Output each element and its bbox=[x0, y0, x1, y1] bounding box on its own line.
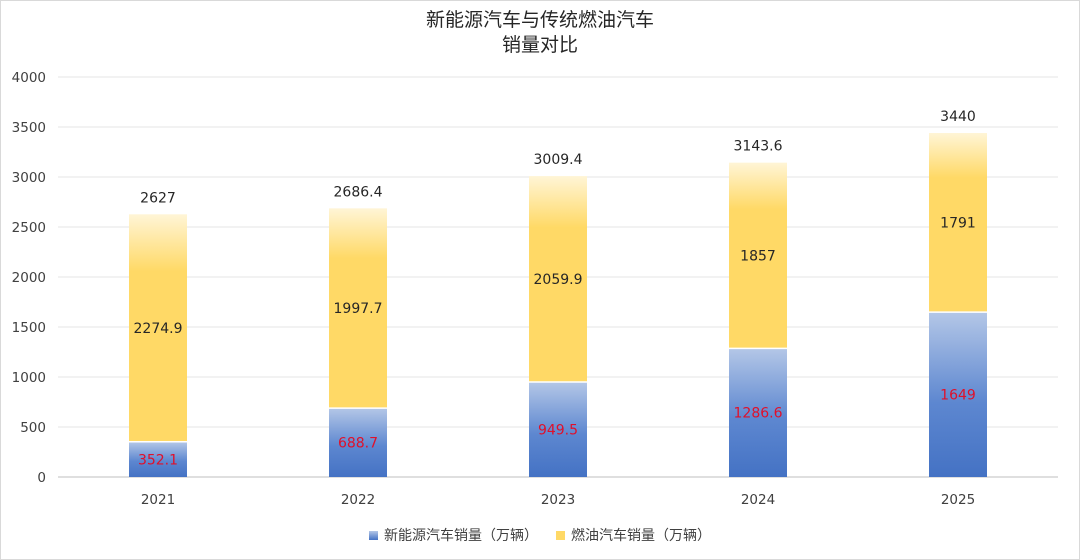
x-tick-label-2023: 2023 bbox=[541, 492, 575, 508]
bar-new-energy-2024 bbox=[729, 348, 787, 477]
legend-item-fuel[interactable]: 燃油汽车销量（万辆） bbox=[556, 525, 711, 545]
y-tick-label-3000: 3000 bbox=[12, 170, 46, 186]
legend-swatch-new-energy bbox=[369, 530, 378, 540]
bar-new-energy-2023 bbox=[529, 382, 587, 477]
data-label-fuel-2023: 2059.9 bbox=[534, 272, 583, 288]
chart-title-line-1: 新能源汽车与传统燃油汽车 bbox=[425, 9, 654, 31]
chart-title-line-2: 销量对比 bbox=[501, 34, 578, 56]
data-label-total-2021: 2627 bbox=[140, 190, 176, 206]
data-label-fuel-2022: 1997.7 bbox=[334, 301, 383, 317]
x-axis: 2021 2022 2023 2024 2025 bbox=[141, 492, 975, 508]
y-tick-label-0: 0 bbox=[37, 470, 46, 486]
data-label-total-2025: 3440 bbox=[940, 109, 976, 125]
data-label-new-energy-2023: 949.5 bbox=[538, 423, 578, 439]
bar-fuel-2023 bbox=[529, 176, 587, 383]
bar-fuel-2021 bbox=[129, 214, 187, 442]
legend-label-new-energy: 新能源汽车销量（万辆） bbox=[384, 528, 538, 544]
bar-fuel-2024 bbox=[729, 162, 787, 349]
x-tick-label-2024: 2024 bbox=[741, 492, 775, 508]
y-tick-label-500: 500 bbox=[20, 420, 46, 436]
data-label-new-energy-2022: 688.7 bbox=[338, 436, 378, 452]
y-tick-label-4000: 4000 bbox=[12, 70, 46, 86]
legend-item-new-energy[interactable]: 新能源汽车销量（万辆） bbox=[369, 525, 538, 545]
data-label-new-energy-2021: 352.1 bbox=[138, 452, 178, 468]
legend-swatch-fuel bbox=[556, 530, 565, 540]
y-tick-label-1500: 1500 bbox=[12, 320, 46, 336]
y-tick-label-1000: 1000 bbox=[12, 370, 46, 386]
data-label-total-2024: 3143.6 bbox=[734, 139, 783, 155]
bar-new-energy-2022 bbox=[329, 408, 387, 477]
data-label-new-energy-2024: 1286.6 bbox=[734, 406, 783, 422]
bar-fuel-2022 bbox=[329, 208, 387, 409]
data-label-total-2022: 2686.4 bbox=[334, 184, 383, 200]
y-tick-label-2500: 2500 bbox=[12, 220, 46, 236]
x-tick-label-2025: 2025 bbox=[941, 492, 975, 508]
x-tick-label-2022: 2022 bbox=[341, 492, 375, 508]
legend-label-fuel: 燃油汽车销量（万辆） bbox=[571, 528, 711, 544]
bar-fuel-2025 bbox=[929, 133, 987, 313]
bar-new-energy-2025 bbox=[929, 312, 987, 477]
y-tick-label-3500: 3500 bbox=[12, 120, 46, 136]
chart-title: 新能源汽车与传统燃油汽车 销量对比 bbox=[0, 8, 1080, 58]
data-label-fuel-2025: 1791 bbox=[940, 216, 976, 232]
data-label-new-energy-2025: 1649 bbox=[940, 388, 976, 404]
data-labels: 352.1 2274.9 2627 688.7 1997.7 2686.4 949.5 205… bbox=[134, 109, 976, 468]
y-axis: 0 500 1000 1500 2000 2500 3000 3500 4000 bbox=[12, 70, 46, 486]
data-label-fuel-2024: 1857 bbox=[740, 248, 776, 264]
bar-new-energy-2021 bbox=[129, 441, 187, 477]
bars bbox=[129, 133, 987, 477]
legend: 新能源汽车销量（万辆） 燃油汽车销量（万辆） bbox=[0, 525, 1080, 545]
y-tick-label-2000: 2000 bbox=[12, 270, 46, 286]
data-label-total-2023: 3009.4 bbox=[534, 152, 583, 168]
data-label-fuel-2021: 2274.9 bbox=[134, 321, 183, 337]
x-tick-label-2021: 2021 bbox=[141, 492, 175, 508]
